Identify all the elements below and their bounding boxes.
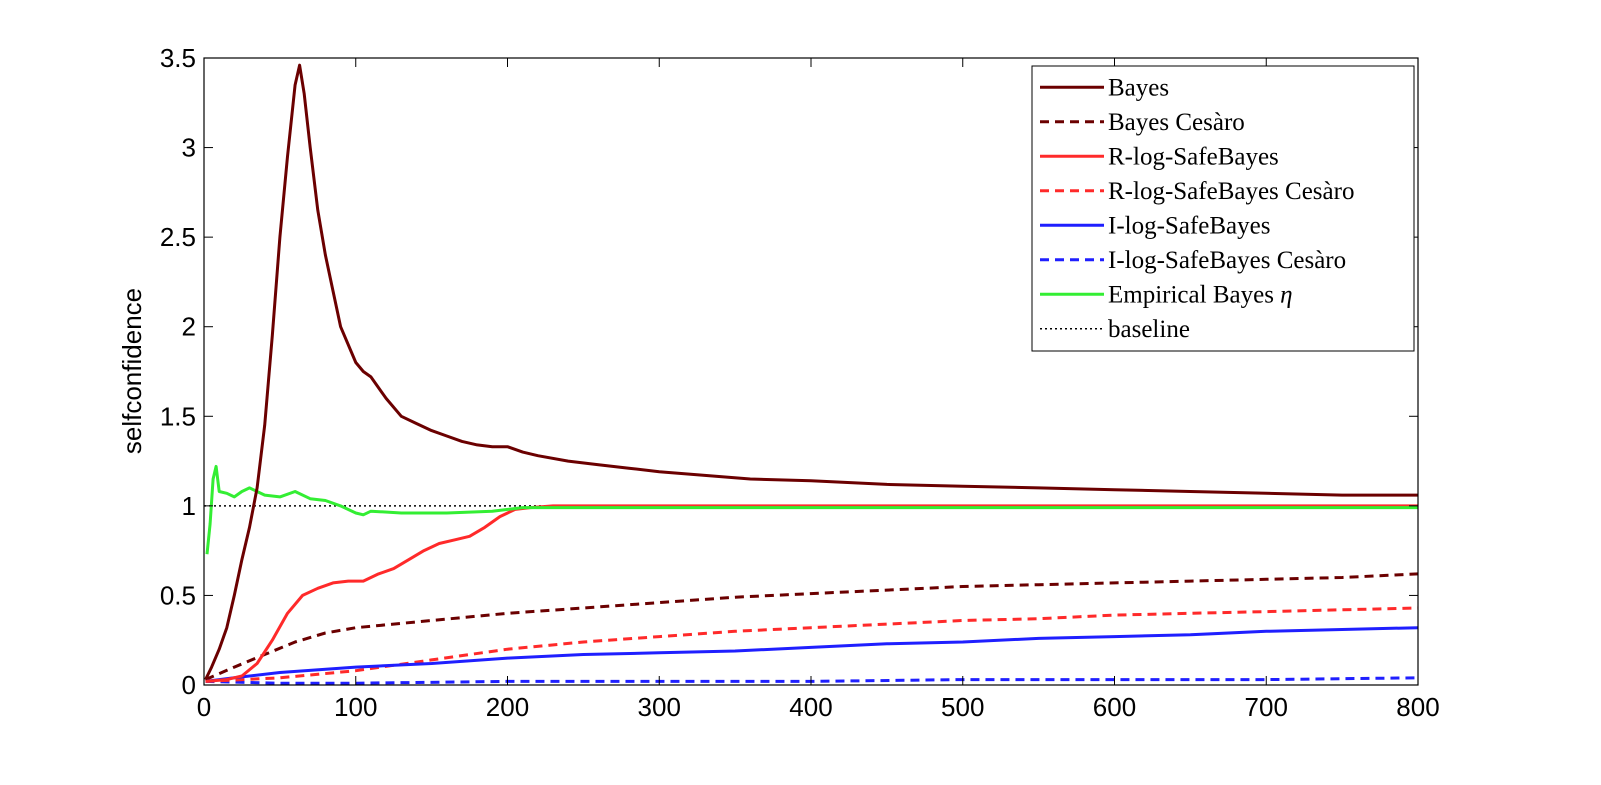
legend-label: R-log-SafeBayes Cesàro — [1108, 178, 1354, 205]
legend: Bayes Bayes Cesàro R-log-SafeBayes R-log-Sa… — [1031, 65, 1415, 352]
y-tick-label: 3.5 — [160, 43, 196, 73]
y-tick-label: 1 — [182, 491, 196, 521]
legend-label: Bayes Cesàro — [1108, 109, 1245, 136]
x-tick-label: 100 — [334, 692, 377, 722]
x-tick-label: 300 — [638, 692, 681, 722]
x-tick-label: 700 — [1245, 692, 1288, 722]
y-tick-label: 2 — [182, 312, 196, 342]
legend-label: baseline — [1108, 316, 1190, 343]
y-tick-label: 0.5 — [160, 580, 196, 610]
x-tick-label: 0 — [197, 692, 211, 722]
legend-label: R-log-SafeBayes — [1108, 143, 1279, 170]
y-tick-label: 1.5 — [160, 401, 196, 431]
y-axis-label: selfconfidence — [117, 288, 147, 454]
series-line-2 — [205, 504, 1418, 683]
legend-label: Bayes — [1108, 74, 1169, 101]
legend-box — [1031, 65, 1415, 352]
ticks-layer: 0 100 200 300 400 500 600 700 800 0 0.5 1 1.5 2 2.5 3 3.… — [160, 43, 1440, 722]
series-line-6 — [205, 464, 1418, 555]
series-line-0 — [204, 63, 1418, 681]
legend-label: I-log-SafeBayes Cesàro — [1108, 247, 1346, 274]
legend-label: I-log-SafeBayes — [1108, 212, 1270, 239]
series-line-5 — [205, 676, 1419, 685]
y-tick-label: 2.5 — [160, 222, 196, 252]
x-tick-label: 600 — [1093, 692, 1136, 722]
x-tick-label: 800 — [1396, 692, 1439, 722]
y-tick-label: 0 — [182, 670, 196, 700]
series-line-4 — [205, 626, 1419, 683]
legend-label: Empirical Bayes η — [1108, 281, 1293, 308]
x-tick-label: 200 — [486, 692, 529, 722]
series-layer — [204, 63, 1419, 685]
x-tick-label: 500 — [941, 692, 984, 722]
y-tick-label: 3 — [182, 133, 196, 163]
series-line-1 — [204, 572, 1419, 681]
x-tick-label: 400 — [789, 692, 832, 722]
